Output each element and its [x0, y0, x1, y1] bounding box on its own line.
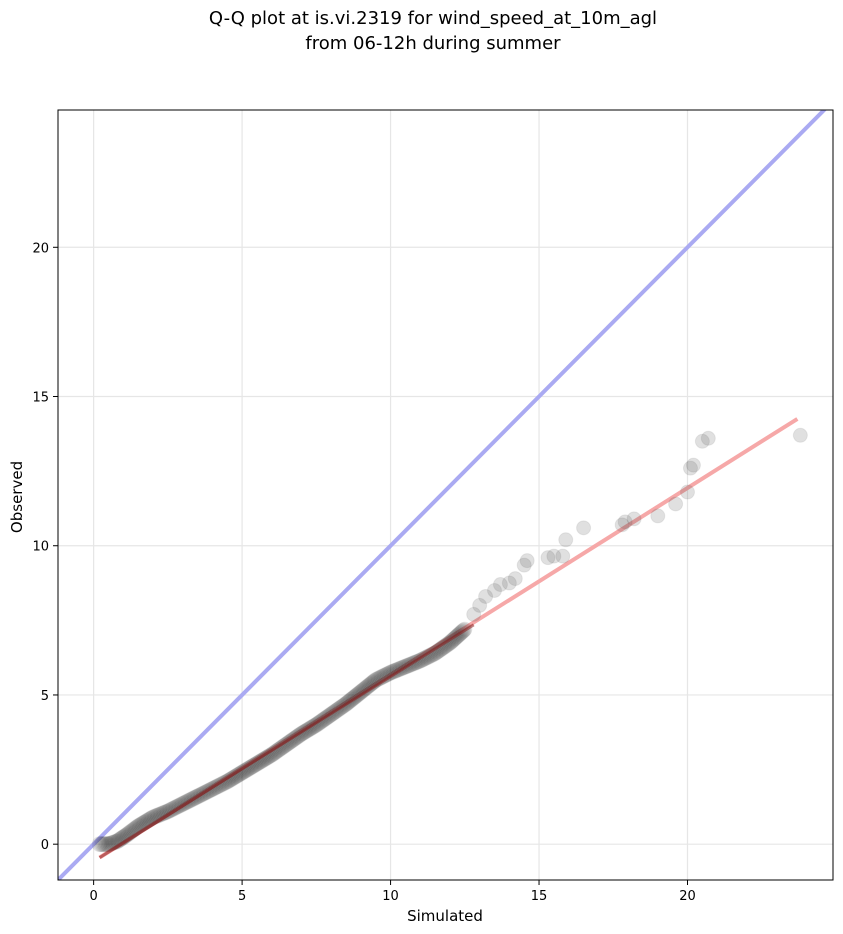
x-tick-label: 10 [382, 889, 399, 904]
x-tick-label: 0 [89, 889, 97, 904]
x-axis-label: Simulated [407, 907, 483, 925]
x-tick-label: 20 [679, 889, 696, 904]
x-tick-label: 5 [238, 889, 246, 904]
qq-tail-point [626, 511, 642, 527]
y-tick-label: 0 [41, 838, 49, 853]
qq-tail-point [558, 532, 574, 548]
x-axis-ticks: 0 5 10 15 20 [89, 880, 696, 904]
chart-title-line-2: from 06-12h during summer [305, 33, 561, 54]
y-axis-label: Observed [8, 461, 26, 533]
qq-tail-point [685, 457, 701, 473]
qq-tail-point [501, 575, 517, 591]
fit-line-through-points [98, 623, 475, 859]
qq-point [97, 836, 114, 853]
y-axis-ticks: 0 5 10 15 20 [32, 241, 58, 853]
qq-tail-point [516, 557, 532, 573]
chart-title-line-1: Q-Q plot at is.vi.2319 for wind_speed_at… [209, 8, 657, 29]
qq-point [93, 836, 110, 853]
y-tick-label: 10 [32, 540, 49, 555]
qq-tail-point [540, 550, 556, 566]
y-tick-label: 5 [41, 689, 49, 704]
qq-tail-point [507, 571, 523, 587]
qq-tail-point [492, 577, 508, 593]
plot-lines [58, 110, 827, 880]
plot-area-frame [57, 109, 834, 881]
qq-tail-point [682, 460, 698, 476]
qq-tail-point [650, 508, 666, 524]
qq-point [96, 836, 113, 853]
y-tick-label: 15 [32, 391, 49, 406]
qq-point [91, 836, 108, 853]
qq-tail-point [700, 430, 716, 446]
qq-tail-point [614, 517, 630, 533]
y-tick-label: 20 [32, 241, 49, 256]
qq-tail-point [680, 484, 696, 500]
qq-tail-point [576, 520, 592, 536]
qq-tail-point [792, 427, 808, 443]
qq-tail-point [546, 548, 562, 564]
qq-point [94, 836, 111, 853]
grid-lines [58, 110, 833, 880]
qq-tail-point [694, 433, 710, 449]
qq-tail-point [555, 548, 571, 564]
qq-tail-point [472, 597, 488, 613]
central-fit-overlay [98, 623, 475, 859]
one-to-one-reference-line [58, 110, 827, 880]
qq-tail-point [486, 583, 502, 599]
qq-tail-point [668, 496, 684, 512]
qq-tail-point [617, 514, 633, 530]
qq-tail-point [478, 588, 494, 604]
x-tick-label: 15 [531, 889, 548, 904]
qq-tail-point [466, 606, 482, 622]
qq-tail-point [519, 553, 535, 569]
